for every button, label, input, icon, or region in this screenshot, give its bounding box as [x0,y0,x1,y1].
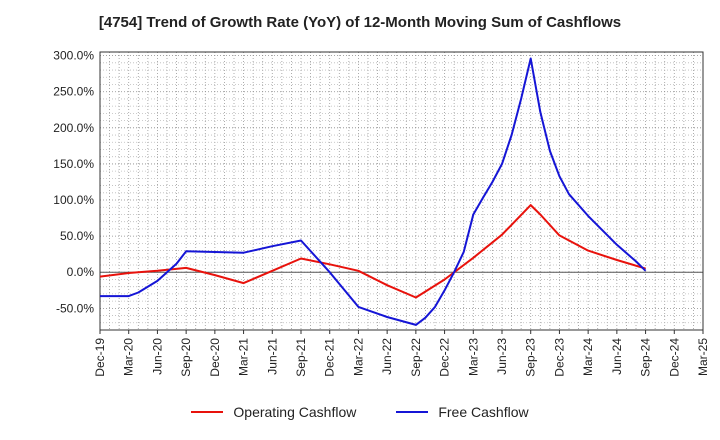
plot-frame [99,51,704,331]
x-tick-label: Dec-19 [93,338,107,377]
x-tick-label: Sep-21 [294,338,308,377]
x-tick-label: Sep-20 [179,338,193,377]
x-tick-label: Dec-22 [438,338,452,377]
axis-layer: -50.0% 0.0% 50.0% 100.0% 150.0% 200.0% 250.0% 3… [53,49,710,377]
x-tick-label: Dec-23 [552,338,566,377]
x-tick-label: Dec-24 [667,338,681,377]
x-tick-label: Mar-22 [351,338,365,376]
x-tick-label: Jun-24 [610,338,624,375]
x-tick-label: Mar-23 [466,338,480,376]
x-tick-label: Jun-21 [265,338,279,375]
chart-title: [4754] Trend of Growth Rate (YoY) of 12-… [98,14,622,31]
x-tick-label: Dec-21 [323,338,337,377]
y-tick-label: 50.0% [60,229,94,243]
x-tick-label: Mar-21 [237,338,251,376]
legend-swatch-operating [191,411,224,413]
y-tick-label: 150.0% [53,157,94,171]
legend-item-free-cashflow: Free Cashflow [396,404,529,420]
series-line-operating-cashflow [99,204,646,299]
x-tick-label: Mar-20 [122,338,136,376]
x-tick-label: Mar-25 [696,338,710,376]
x-tick-label: Sep-24 [639,338,653,377]
y-tick-label: 200.0% [53,121,94,135]
x-tick-label: Jun-22 [380,338,394,375]
legend-item-operating-cashflow: Operating Cashflow [191,404,356,420]
y-tick-label: -50.0% [56,301,94,315]
y-tick-label: 100.0% [53,193,94,207]
legend-label-operating: Operating Cashflow [233,404,357,420]
grid-layer [100,52,703,331]
x-tick-label: Sep-23 [524,338,538,377]
x-tick-label: Jun-20 [150,338,164,375]
y-tick-label: 300.0% [53,49,94,63]
y-tick-label: 250.0% [53,85,94,99]
series-layer [99,57,647,326]
x-tick-label: Dec-20 [208,338,222,377]
x-tick-label: Jun-23 [495,338,509,375]
y-tick-label: 0.0% [67,265,95,279]
x-tick-label: Mar-24 [581,338,595,376]
series-line-free-cashflow [100,57,647,326]
legend-swatch-free [396,411,429,413]
legend: Operating Cashflow Free Cashflow [0,404,720,420]
legend-label-free: Free Cashflow [438,404,529,420]
x-tick-label: Sep-22 [409,338,423,377]
